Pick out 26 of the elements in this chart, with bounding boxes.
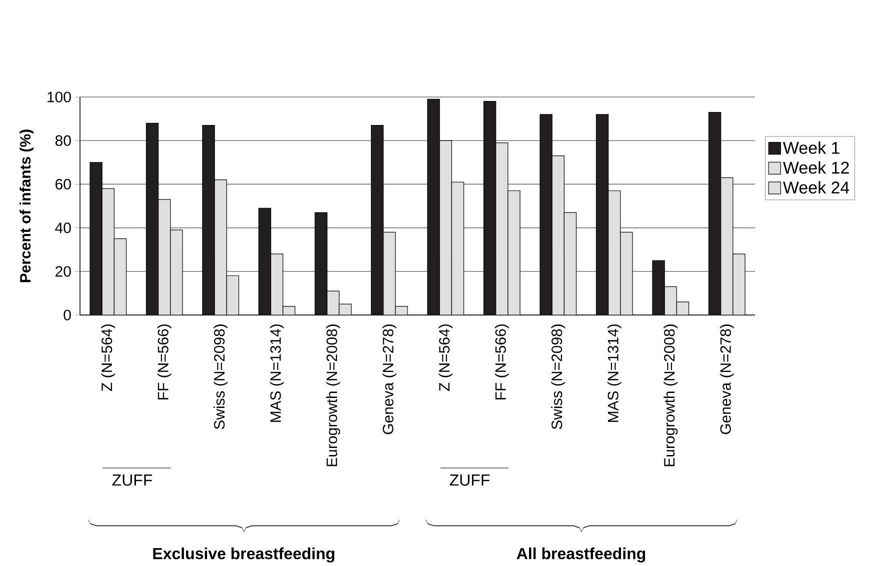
x-tick-label: Swiss (N=2098) — [214, 324, 228, 430]
y-tick-label: 20 — [56, 266, 71, 277]
x-tick-label: FF (N=566) — [494, 324, 509, 400]
x-tick-label: Eurogrowth (N=2008) — [664, 324, 678, 466]
legend-label: Week 24 — [783, 181, 850, 194]
x-tick-label: Z (N=564) — [438, 324, 453, 392]
x-tick-label: Z (N=564) — [101, 324, 116, 392]
y-tick-label: 0 — [64, 310, 71, 320]
x-tick-label: Geneva (N=278) — [382, 324, 396, 434]
legend-label: Week 12 — [783, 161, 849, 174]
text: ZUFF — [112, 474, 152, 486]
x-tick-label: Eurogrowth (N=2008) — [326, 324, 340, 466]
y-tick-label: 100 — [48, 92, 71, 102]
text: ZUFF — [450, 474, 490, 486]
x-tick-label: FF (N=566) — [157, 324, 172, 400]
x-tick-label: MAS (N=1314) — [270, 324, 284, 422]
y-axis-title: Percent of infants (%) — [20, 130, 34, 282]
y-tick-label: 40 — [55, 222, 71, 234]
y-tick-label: 80 — [55, 135, 71, 146]
legend-label: Week 1 — [783, 141, 840, 154]
x-tick-label: Geneva (N=278) — [720, 324, 734, 434]
text: All breastfeeding — [516, 547, 646, 562]
text: Exclusive breastfeeding — [153, 547, 334, 562]
y-tick-label: 60 — [56, 178, 71, 190]
x-tick-label: Swiss (N=2098) — [551, 324, 566, 430]
x-tick-label: MAS (N=1314) — [607, 324, 622, 422]
